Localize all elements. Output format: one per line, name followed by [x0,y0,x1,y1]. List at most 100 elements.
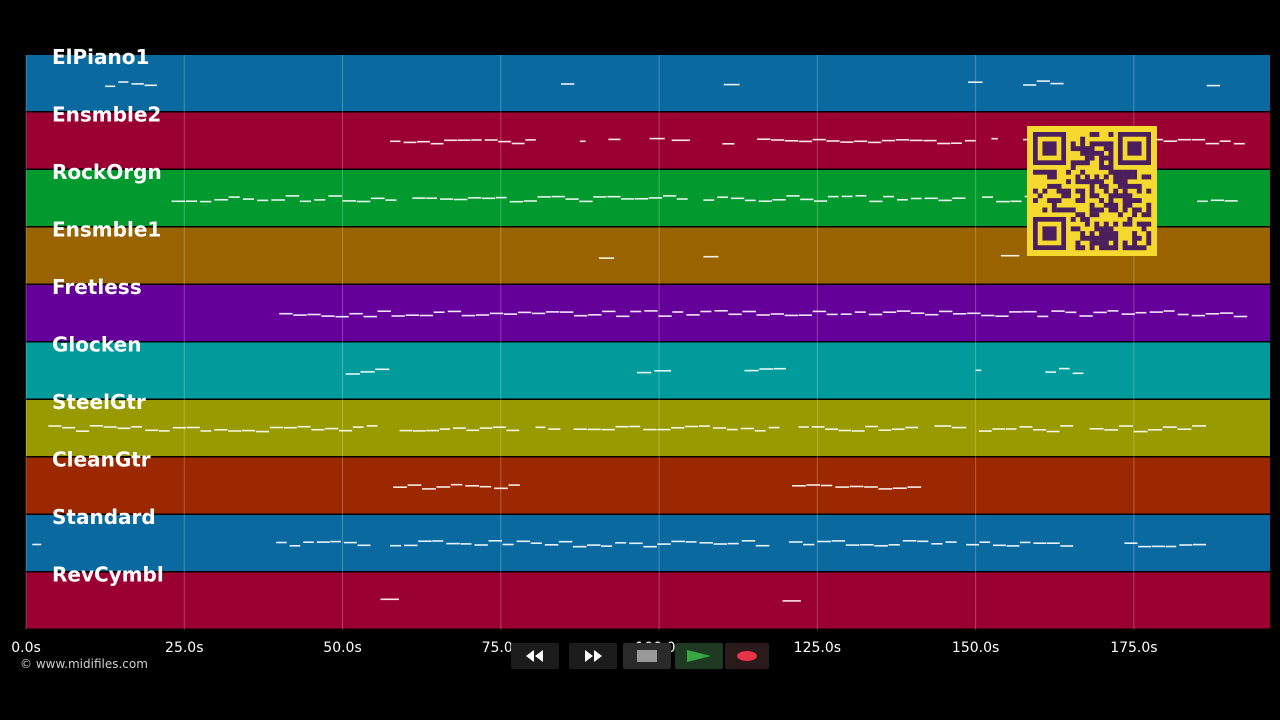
note [803,543,815,546]
note [713,543,728,545]
note [981,196,994,198]
note [727,542,739,545]
note [831,540,846,542]
note [951,426,967,429]
note [144,84,157,87]
record-button[interactable] [725,643,769,669]
note [991,137,998,140]
note [285,195,300,197]
note [1093,311,1107,314]
note [643,428,657,431]
copyright-credit: © www.midifiles.com [20,657,148,671]
note [1059,367,1070,370]
note [812,310,827,313]
note [440,198,454,200]
note [565,198,579,200]
note [450,483,463,486]
track-label: ElPiano1 [52,45,149,69]
note [1121,313,1135,315]
note [1224,200,1238,202]
note [621,198,635,200]
note [561,83,575,85]
note [671,139,691,142]
note [587,544,601,546]
note [700,310,712,313]
note [768,426,780,429]
note [311,428,325,431]
note [503,313,518,315]
fast-forward-icon [585,650,602,662]
note [1233,142,1245,145]
note [433,311,445,313]
note [910,197,922,200]
rewind-button[interactable] [511,643,559,669]
note [417,140,430,143]
note [446,542,460,545]
track-notes [598,254,1020,259]
track-notes [345,367,1084,375]
track-lane [26,342,1270,399]
note [910,312,925,314]
note [255,430,270,433]
note [1046,542,1060,544]
note [798,426,809,428]
note [349,312,363,315]
record-icon [737,651,757,661]
note [393,486,407,488]
note [1191,314,1206,317]
note [771,139,785,141]
note [1192,425,1207,427]
track-label: Standard [52,505,156,529]
note [391,315,405,317]
note [951,142,962,144]
note [840,313,852,315]
note [330,540,341,543]
note [407,484,422,486]
note [925,313,939,316]
track-notes [48,425,1207,433]
note [601,545,613,547]
note [883,195,894,198]
note [845,544,860,546]
note [283,426,297,429]
fast-forward-button[interactable] [569,643,617,669]
note [145,429,159,432]
note [756,314,770,316]
note-layer [32,80,1248,602]
note [657,543,671,545]
note [1193,543,1207,546]
note [968,81,983,83]
stop-button[interactable] [623,643,671,669]
track-notes [390,137,1245,145]
note [742,310,756,313]
note [869,200,883,203]
track-lane [26,457,1270,514]
qr-code-icon [1027,126,1157,256]
play-button[interactable] [675,643,723,669]
note [615,425,629,428]
note [352,426,364,428]
note [493,426,506,428]
note [572,545,587,548]
note [672,311,684,313]
x-tick-label: 50.0s [323,640,361,656]
track-notes [279,310,1248,318]
note [826,140,840,142]
note [868,313,883,316]
note [1219,140,1231,142]
note [699,542,713,544]
note [465,485,480,487]
note [131,83,144,85]
note [62,426,76,429]
note [1050,82,1064,85]
note [357,544,371,547]
note [699,425,710,427]
track-notes [380,598,801,602]
note [657,428,671,431]
note [964,139,976,142]
note [228,196,240,198]
note [430,142,444,145]
note [814,200,828,202]
note [798,314,812,316]
note [453,427,466,429]
